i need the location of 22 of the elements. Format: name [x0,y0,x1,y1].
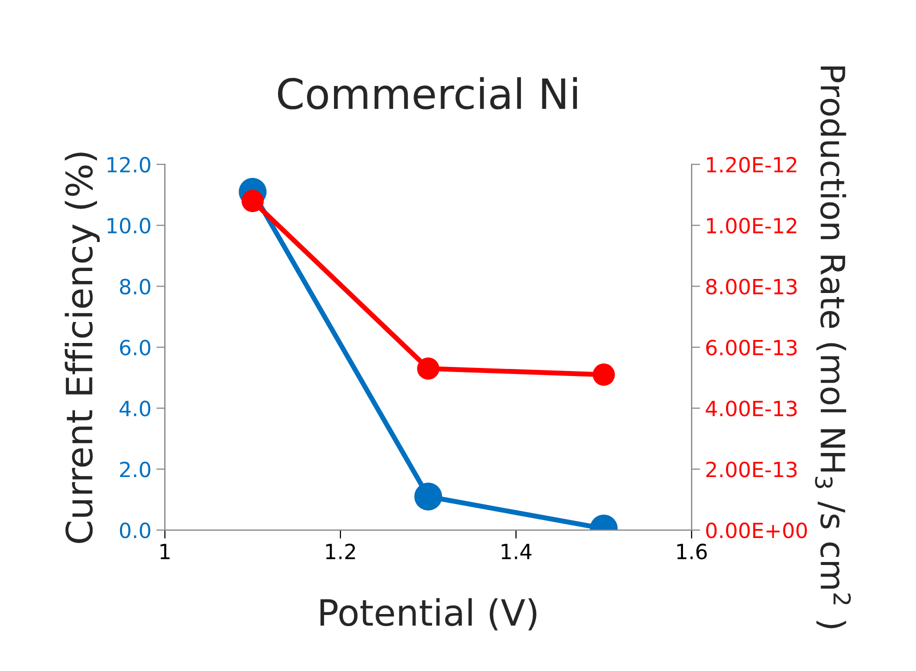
y2-tick-label: 8.00E-13 [706,278,797,295]
x-tick-label: 1.2 [326,544,355,560]
y-tick-label: 0.0 [120,522,150,538]
y2-tick-label: 6.00E-13 [706,340,797,356]
y-tick-label: 12.0 [108,156,150,173]
x-tick-label: 1 [160,544,170,560]
y-tick-label: 10.0 [108,218,150,234]
x-tick-label: 1.4 [502,544,532,560]
y-tick-label: 2.0 [120,462,150,478]
y2-tick-label: 1.00E-12 [707,218,796,234]
y-axis-title: Current Efficiency (%) [64,152,100,543]
y2-tick-label: 0.00E+00 [706,522,807,538]
chart-title: Commercial Ni [278,77,577,110]
y2-tick-label: 4.00E-13 [706,400,797,416]
y-tick-label: 4.0 [120,400,150,416]
y-tick-label: 6.0 [120,340,150,356]
x-tick-label: 1.6 [677,544,707,560]
y2-tick-label: 1.20E-12 [707,156,796,173]
x-axis-title: Potential (V) [320,598,536,630]
y2-tick-label: 2.00E-13 [706,462,797,478]
y2-axis-title: Production Rate (mol NH$_{3}$ /s cm$^{2}$ ) [815,66,851,628]
y-tick-label: 8.0 [120,278,150,295]
